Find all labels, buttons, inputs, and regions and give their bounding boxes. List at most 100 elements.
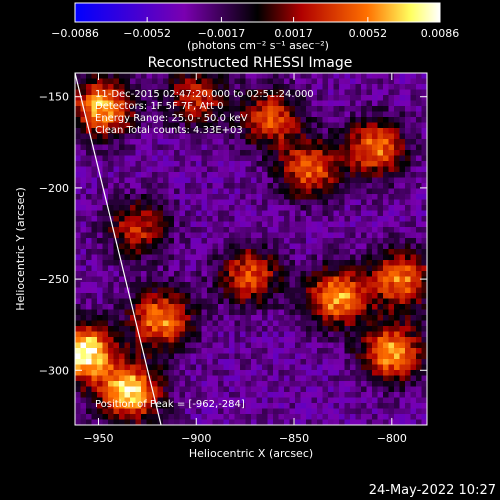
heatmap-cell bbox=[196, 111, 202, 118]
colorbar-tick-label: −0.0052 bbox=[123, 27, 171, 40]
heatmap-cell bbox=[234, 183, 241, 189]
heatmap-cell bbox=[163, 78, 169, 85]
heatmap-cell bbox=[141, 117, 147, 123]
heatmap-cell bbox=[113, 298, 120, 305]
heatmap-cell bbox=[201, 144, 208, 151]
heatmap-cell bbox=[306, 386, 312, 393]
heatmap-cell bbox=[146, 100, 153, 107]
heatmap-cell bbox=[410, 408, 417, 415]
heatmap-cell bbox=[421, 408, 427, 415]
heatmap-cell bbox=[284, 227, 290, 233]
heatmap-cell bbox=[113, 364, 120, 371]
heatmap-cell bbox=[141, 419, 147, 425]
heatmap-cell bbox=[350, 183, 356, 189]
heatmap-cell bbox=[405, 348, 411, 354]
heatmap-cell bbox=[267, 73, 274, 79]
heatmap-cell bbox=[377, 221, 384, 228]
heatmap-cell bbox=[196, 337, 202, 343]
heatmap-cell bbox=[130, 348, 136, 354]
heatmap-cell bbox=[229, 133, 235, 140]
heatmap-cell bbox=[218, 331, 224, 338]
heatmap-cell bbox=[146, 419, 153, 425]
heatmap-cell bbox=[174, 276, 180, 283]
heatmap-cell bbox=[146, 210, 153, 217]
heatmap-cell bbox=[119, 78, 125, 85]
heatmap-cell bbox=[273, 133, 279, 140]
heatmap-cell bbox=[157, 161, 164, 167]
heatmap-cell bbox=[146, 331, 153, 338]
heatmap-cell bbox=[388, 161, 395, 167]
heatmap-cells bbox=[75, 73, 427, 425]
heatmap-cell bbox=[306, 419, 312, 425]
heatmap-cell bbox=[410, 375, 417, 382]
heatmap-cell bbox=[306, 232, 312, 239]
heatmap-cell bbox=[355, 298, 362, 305]
heatmap-cell bbox=[75, 392, 81, 398]
heatmap-cell bbox=[388, 309, 395, 316]
heatmap-cell bbox=[322, 177, 329, 184]
heatmap-cell bbox=[322, 210, 329, 217]
heatmap-cell bbox=[328, 254, 334, 261]
heatmap-cell bbox=[234, 128, 241, 134]
heatmap-cell bbox=[278, 403, 285, 409]
heatmap-cell bbox=[366, 100, 373, 107]
heatmap-cell bbox=[201, 397, 208, 404]
heatmap-cell bbox=[130, 199, 136, 206]
heatmap-cell bbox=[399, 265, 406, 272]
heatmap-cell bbox=[311, 282, 318, 288]
heatmap-cell bbox=[350, 315, 356, 321]
heatmap-cell bbox=[383, 381, 389, 387]
heatmap-cell bbox=[97, 386, 103, 393]
heatmap-cell bbox=[97, 150, 103, 156]
heatmap-cell bbox=[207, 348, 213, 354]
heatmap-cell bbox=[179, 133, 186, 140]
heatmap-cell bbox=[157, 326, 164, 332]
heatmap-cell bbox=[108, 166, 114, 173]
heatmap-cell bbox=[124, 309, 131, 316]
heatmap-cell bbox=[256, 155, 263, 162]
heatmap-cell bbox=[328, 419, 334, 425]
heatmap-cell bbox=[102, 309, 109, 316]
heatmap-cell bbox=[135, 254, 142, 261]
heatmap-cell bbox=[102, 100, 109, 107]
heatmap-cell bbox=[223, 315, 230, 321]
heatmap-cell bbox=[135, 139, 142, 145]
heatmap-cell bbox=[223, 177, 230, 184]
heatmap-cell bbox=[168, 216, 175, 222]
heatmap-cell bbox=[207, 133, 213, 140]
heatmap-cell bbox=[119, 183, 125, 189]
heatmap-cell bbox=[273, 375, 279, 382]
heatmap-cell bbox=[245, 254, 252, 261]
heatmap-cell bbox=[410, 392, 417, 398]
heatmap-cell bbox=[212, 122, 219, 129]
heatmap-cell bbox=[361, 100, 367, 107]
heatmap-cell bbox=[196, 166, 202, 173]
heatmap-cell bbox=[146, 342, 153, 349]
heatmap-cell bbox=[179, 337, 186, 343]
heatmap-cell bbox=[185, 408, 191, 415]
heatmap-cell bbox=[163, 238, 169, 244]
heatmap-cell bbox=[152, 166, 158, 173]
heatmap-cell bbox=[179, 95, 186, 101]
heatmap-cell bbox=[152, 122, 158, 129]
heatmap-cell bbox=[416, 183, 422, 189]
heatmap-cell bbox=[185, 221, 191, 228]
heatmap-cell bbox=[135, 238, 142, 244]
heatmap-cell bbox=[399, 304, 406, 310]
heatmap-cell bbox=[289, 309, 296, 316]
heatmap-cell bbox=[124, 359, 131, 365]
heatmap-cell bbox=[245, 403, 252, 409]
heatmap-cell bbox=[383, 315, 389, 321]
heatmap-cell bbox=[196, 392, 202, 398]
heatmap-cell bbox=[267, 139, 274, 145]
heatmap-cell bbox=[311, 166, 318, 173]
heatmap-cell bbox=[97, 78, 103, 85]
heatmap-cell bbox=[410, 364, 417, 371]
heatmap-cell bbox=[405, 419, 411, 425]
heatmap-cell bbox=[146, 315, 153, 321]
heatmap-cell bbox=[278, 265, 285, 272]
heatmap-cell bbox=[240, 315, 246, 321]
heatmap-cell bbox=[245, 188, 252, 195]
heatmap-cell bbox=[75, 161, 81, 167]
heatmap-cell bbox=[86, 133, 92, 140]
